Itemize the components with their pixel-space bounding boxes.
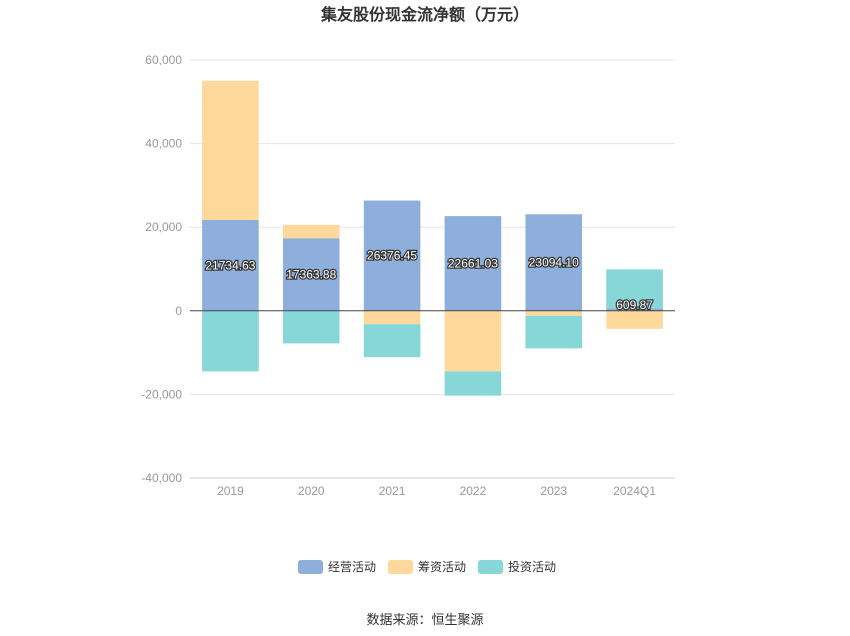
bar-2020-series-0 [282, 238, 340, 311]
data-label-2023: 23094.10 [529, 256, 579, 270]
bar-2023-series-1 [525, 310, 583, 316]
y-tick-label: 40,000 [145, 137, 182, 151]
bar-2023-series-0 [525, 214, 583, 311]
y-tick-label: 0 [175, 304, 182, 318]
x-axis: 2019 2020 2021 2022 2023 2024Q1 [190, 477, 675, 498]
bar-2022-series-2 [444, 371, 502, 396]
x-tick-label: 2021 [379, 484, 406, 498]
legend: 经营活动 筹资活动 投资活动 [298, 559, 556, 574]
bar-2024Q1-series-0 [606, 308, 663, 311]
data-label-2020: 17363.88 [286, 268, 336, 282]
legend-swatch-0 [298, 560, 323, 574]
legend-swatch-1 [388, 560, 413, 574]
bar-2021-series-1 [363, 310, 421, 325]
bars [202, 80, 663, 396]
bar-2021-series-0 [363, 200, 421, 311]
bar-2020-series-1 [282, 224, 340, 239]
x-tick-label: 2023 [540, 484, 567, 498]
y-tick-label: -40,000 [141, 471, 182, 485]
y-axis: 60,000 40,000 20,000 0 -20,000 -40,000 [141, 53, 182, 485]
y-tick-label: -20,000 [141, 387, 182, 401]
data-label-2019: 21734.63 [205, 258, 255, 272]
bar-2019-series-1 [202, 80, 259, 220]
y-tick-label: 60,000 [145, 53, 182, 67]
bar-2020-series-2 [282, 310, 340, 344]
bar-2023-series-2 [525, 315, 583, 349]
bar-2021-series-2 [363, 324, 421, 358]
bar-2022-series-0 [444, 216, 502, 311]
data-labels: 21734.63 17363.88 26376.45 22661.03 23094.10… [204, 247, 654, 313]
x-tick-label: 2019 [217, 484, 244, 498]
grid-lines [190, 59, 675, 479]
bar-2024Q1-series-2 [606, 269, 663, 309]
legend-label-2: 投资活动 [508, 559, 556, 574]
y-tick-label: 20,000 [145, 220, 182, 234]
data-label-2022: 22661.03 [448, 256, 498, 270]
legend-swatch-2 [478, 560, 503, 574]
data-label-2021: 26376.45 [367, 249, 417, 263]
x-tick-label: 2024Q1 [613, 484, 656, 498]
data-label-2024Q1: 609.87 [616, 298, 653, 312]
bar-2019-series-0 [202, 219, 259, 311]
chart-title: 集友股份现金流净额（万元） [320, 5, 529, 24]
legend-label-0: 经营活动 [328, 560, 376, 574]
source-note: 数据来源：恒生聚源 [366, 612, 483, 627]
bar-2022-series-1 [444, 310, 502, 372]
x-tick-label: 2020 [298, 484, 325, 498]
legend-label-1: 筹资活动 [418, 560, 466, 574]
bar-2024Q1-series-1 [606, 310, 663, 329]
bar-2019-series-2 [202, 310, 259, 372]
x-tick-label: 2022 [460, 484, 487, 498]
